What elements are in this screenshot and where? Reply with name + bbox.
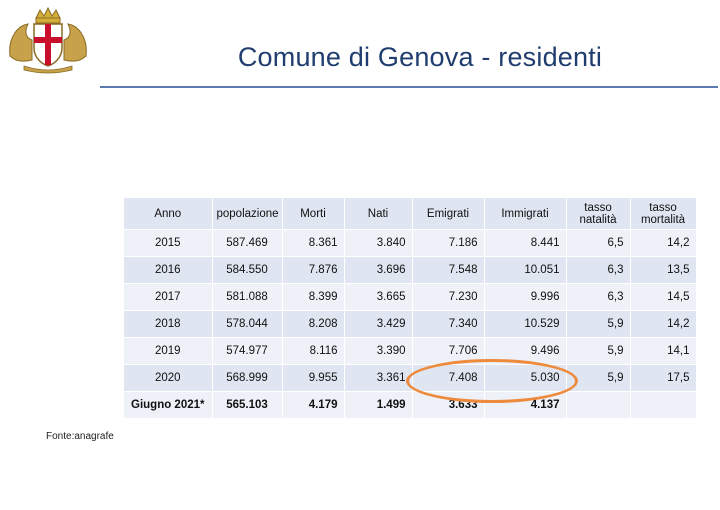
cell-tasso-natalita: 5,9: [566, 310, 631, 338]
cell-tasso-mortalita: 14,2: [630, 229, 697, 257]
header-morti: Morti: [282, 198, 345, 230]
header-popolazione: popolazione: [212, 198, 283, 230]
cell-emigrati: 7.230: [412, 283, 485, 311]
cell-emigrati: 7.186: [412, 229, 485, 257]
cell-popolazione: 584.550: [212, 256, 283, 284]
header-immigrati: Immigrati: [484, 198, 567, 230]
cell-tasso-mortalita: [630, 391, 697, 419]
cell-morti: 8.116: [282, 337, 345, 365]
cell-tasso-mortalita: 14,1: [630, 337, 697, 365]
cell-anno: Giugno 2021*: [124, 391, 213, 419]
cell-anno: 2018: [124, 310, 213, 338]
table-row: 2019 574.977 8.116 3.390 7.706 9.496 5,9…: [124, 337, 697, 365]
cell-popolazione: 568.999: [212, 364, 283, 392]
cell-tasso-natalita: 6,3: [566, 256, 631, 284]
cell-tasso-mortalita: 14,5: [630, 283, 697, 311]
cell-nati: 3.390: [344, 337, 413, 365]
table-row-total: Giugno 2021* 565.103 4.179 1.499 3.633 4…: [124, 391, 697, 419]
header-tasso-natalita: tasso natalità: [566, 198, 631, 230]
cell-emigrati: 7.706: [412, 337, 485, 365]
cell-anno: 2016: [124, 256, 213, 284]
cell-tasso-natalita: [566, 391, 631, 419]
cell-nati: 3.665: [344, 283, 413, 311]
cell-anno: 2020: [124, 364, 213, 392]
highlight-ellipse: [406, 359, 578, 403]
cell-nati: 3.361: [344, 364, 413, 392]
cell-emigrati: 7.340: [412, 310, 485, 338]
cell-nati: 3.429: [344, 310, 413, 338]
cell-anno: 2019: [124, 337, 213, 365]
cell-tasso-natalita: 6,5: [566, 229, 631, 257]
table-header-row: Anno popolazione Morti Nati Emigrati Imm…: [124, 198, 697, 230]
genoa-coat-of-arms-icon: [9, 6, 87, 74]
cell-popolazione: 565.103: [212, 391, 283, 419]
cell-tasso-mortalita: 14,2: [630, 310, 697, 338]
cell-morti: 8.399: [282, 283, 345, 311]
table-row: 2016 584.550 7.876 3.696 7.548 10.051 6,…: [124, 256, 697, 284]
cell-popolazione: 581.088: [212, 283, 283, 311]
cell-nati: 3.840: [344, 229, 413, 257]
cell-popolazione: 578.044: [212, 310, 283, 338]
header-nati: Nati: [344, 198, 413, 230]
title-divider: [100, 86, 718, 88]
cell-immigrati: 10.529: [484, 310, 567, 338]
header-emigrati: Emigrati: [412, 198, 485, 230]
residents-table-container: Anno popolazione Morti Nati Emigrati Imm…: [124, 198, 697, 419]
cell-tasso-mortalita: 17,5: [630, 364, 697, 392]
cell-morti: 8.361: [282, 229, 345, 257]
table-row: 2017 581.088 8.399 3.665 7.230 9.996 6,3…: [124, 283, 697, 311]
cell-popolazione: 574.977: [212, 337, 283, 365]
table-row: 2018 578.044 8.208 3.429 7.340 10.529 5,…: [124, 310, 697, 338]
table-row: 2015 587.469 8.361 3.840 7.186 8.441 6,5…: [124, 229, 697, 257]
cell-immigrati: 9.996: [484, 283, 567, 311]
cell-anno: 2017: [124, 283, 213, 311]
cell-popolazione: 587.469: [212, 229, 283, 257]
cell-morti: 8.208: [282, 310, 345, 338]
residents-table: Anno popolazione Morti Nati Emigrati Imm…: [124, 198, 697, 419]
cell-tasso-natalita: 5,9: [566, 337, 631, 365]
cell-nati: 3.696: [344, 256, 413, 284]
header-anno: Anno: [124, 198, 213, 230]
cell-anno: 2015: [124, 229, 213, 257]
header-tasso-mortalita: tasso mortalità: [630, 198, 697, 230]
cell-immigrati: 8.441: [484, 229, 567, 257]
cell-morti: 4.179: [282, 391, 345, 419]
cell-nati: 1.499: [344, 391, 413, 419]
slide-title: Comune di Genova - residenti: [237, 42, 603, 72]
cell-morti: 9.955: [282, 364, 345, 392]
cell-morti: 7.876: [282, 256, 345, 284]
source-note: Fonte:anagrafe: [46, 431, 114, 442]
cell-immigrati: 10.051: [484, 256, 567, 284]
cell-emigrati: 7.548: [412, 256, 485, 284]
cell-tasso-natalita: 6,3: [566, 283, 631, 311]
cell-tasso-mortalita: 13,5: [630, 256, 697, 284]
